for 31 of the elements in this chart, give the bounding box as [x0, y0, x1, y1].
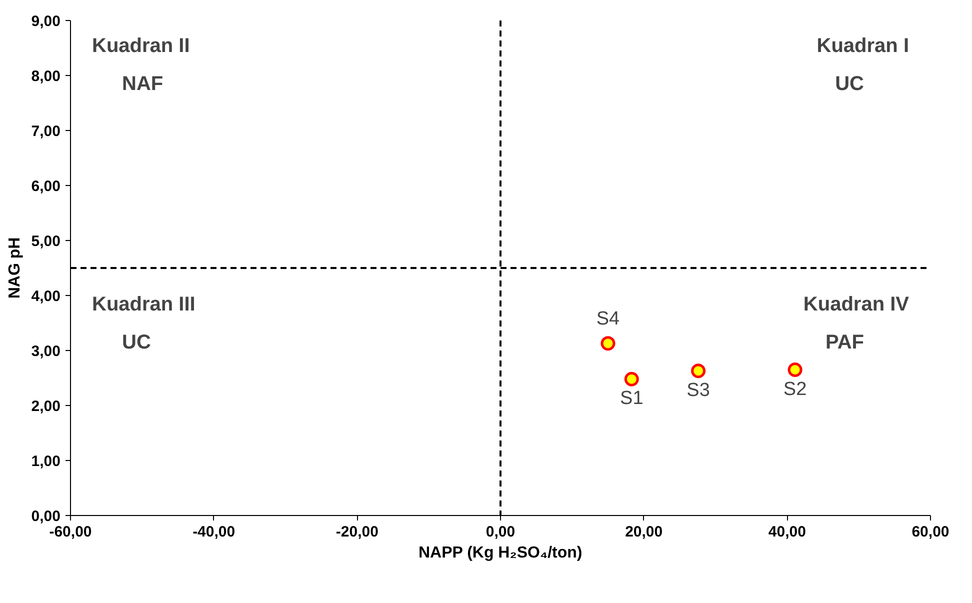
- y-tick-label: 8,00: [31, 68, 61, 85]
- annotation: Kuadran III UC: [92, 294, 196, 354]
- y-tick-label: 9,00: [31, 13, 61, 30]
- y-tick-label: 1,00: [31, 453, 61, 470]
- x-tick-label: 60,00: [912, 524, 950, 540]
- y-tick-label: 4,00: [31, 288, 61, 305]
- point: [624, 372, 639, 386]
- point: [600, 336, 616, 351]
- annotation: S4: [596, 308, 620, 330]
- point: [691, 364, 706, 378]
- y-tick-label: 0,00: [31, 508, 61, 525]
- x-tick-label: 40,00: [768, 524, 806, 540]
- y-tick-label: 5,00: [31, 233, 61, 250]
- point: [788, 362, 802, 377]
- y-tick-label: 2,00: [31, 398, 61, 415]
- x-tick-label: -40,00: [192, 524, 236, 540]
- annotation: S3: [686, 380, 710, 401]
- annotation: S1: [620, 388, 644, 410]
- x-tick-label: -60,00: [49, 524, 92, 540]
- y-tick-label: 3,00: [31, 343, 61, 360]
- x-axis-title: NAPP (Kg H₂SO₄/ton): [418, 544, 582, 562]
- y-tick-label: 7,00: [31, 123, 61, 140]
- y-axis-title: NAG pH: [6, 237, 24, 299]
- annotation: S2: [783, 378, 807, 400]
- y-tick-label: 6,00: [31, 178, 61, 195]
- x-tick-label: -20,00: [336, 524, 378, 540]
- annotation: Kuadran II NAF: [92, 35, 190, 95]
- annotation: Kuadran IV PAF: [803, 294, 910, 354]
- x-tick-label: 20,00: [625, 524, 663, 540]
- annotation: Kuadran I UC: [816, 35, 910, 95]
- x-tick-label: 0,00: [486, 524, 516, 540]
